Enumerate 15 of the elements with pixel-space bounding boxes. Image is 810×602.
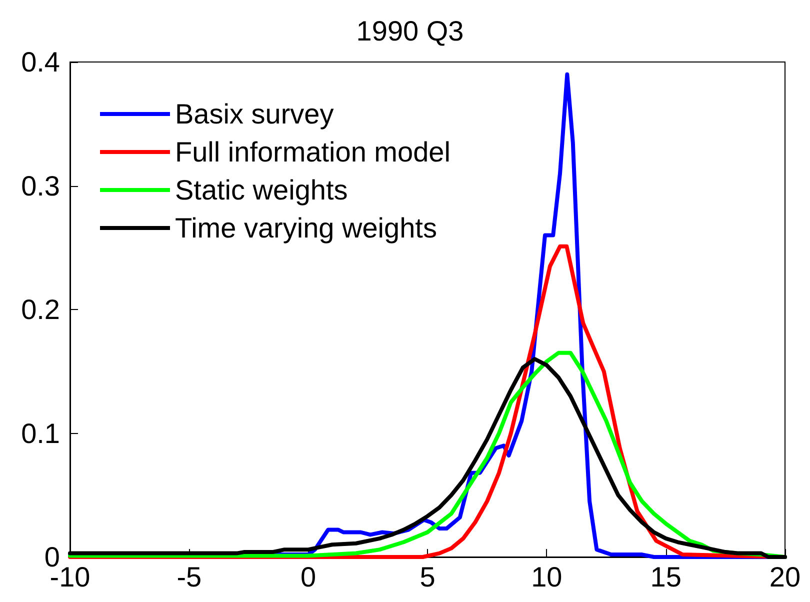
legend-label: Basix survey bbox=[175, 98, 334, 130]
legend-label: Static weights bbox=[175, 174, 348, 206]
legend-label: Time varying weights bbox=[175, 212, 437, 244]
x-tick-label: 5 bbox=[420, 562, 436, 592]
chart-title: 1990 Q3 bbox=[356, 16, 464, 46]
x-tick-label: 10 bbox=[531, 562, 562, 592]
x-tick-label: -5 bbox=[176, 562, 202, 592]
y-tick-label: 0.3 bbox=[21, 170, 60, 202]
legend-label: Full information model bbox=[175, 136, 450, 168]
y-tick-label: 0.4 bbox=[21, 46, 60, 78]
y-tick-label: 0.1 bbox=[21, 418, 60, 449]
x-tick-label: 0 bbox=[300, 562, 316, 592]
y-tick-label: 0.2 bbox=[21, 294, 60, 325]
x-tick-label: 15 bbox=[650, 562, 682, 592]
x-tick-label: 20 bbox=[769, 562, 801, 592]
